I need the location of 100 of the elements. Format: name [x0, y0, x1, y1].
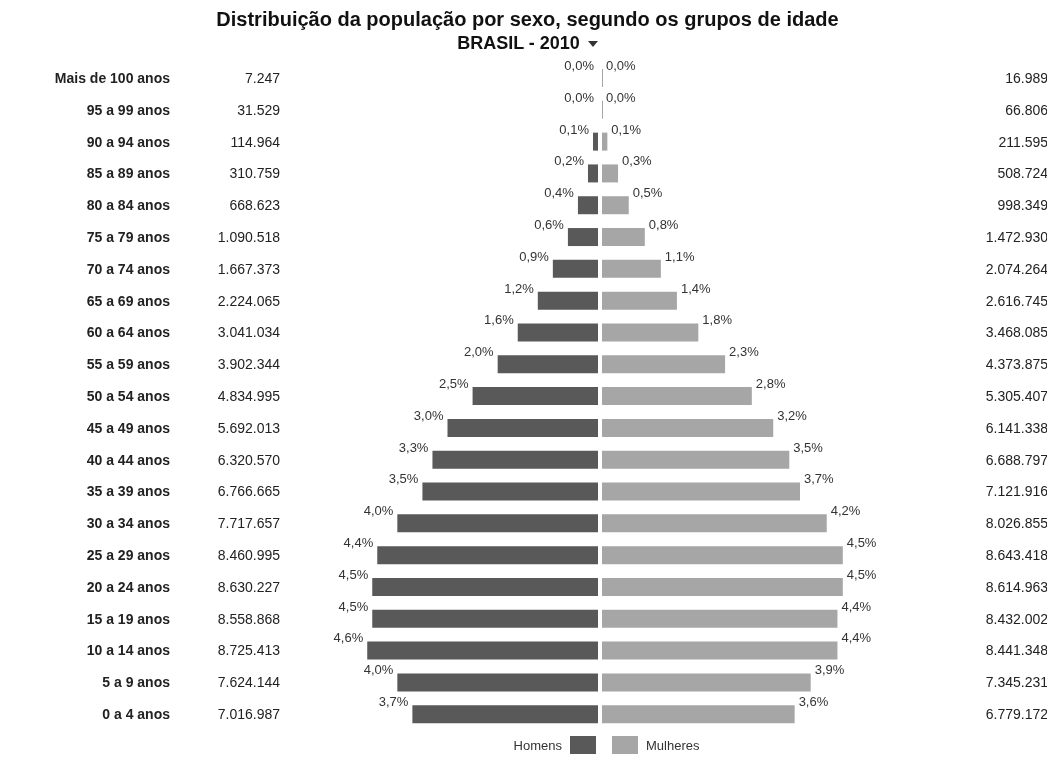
- y-tick-label: 80 a 84 anos: [86, 197, 171, 214]
- data-label: 2,3%: [729, 344, 760, 360]
- bar: [602, 418, 774, 437]
- text: 4.834.995: [217, 388, 281, 404]
- text: 7.624.144: [217, 674, 281, 691]
- bar: [577, 196, 598, 215]
- data-label: 4,4%: [841, 598, 872, 614]
- bar: [602, 355, 726, 374]
- text: 8.725.413: [217, 642, 281, 659]
- data-label: 0,3%: [622, 153, 653, 169]
- text: 7.016.987: [217, 706, 281, 723]
- bar: [602, 577, 843, 596]
- bar: [422, 482, 598, 501]
- text: 3.468.085: [985, 324, 1049, 341]
- data-label: 1,4%: [680, 280, 711, 296]
- y-tick-label: 70 a 74 anos: [86, 260, 171, 277]
- bar: [537, 291, 598, 310]
- y-tick-label: 90 a 94 anos: [86, 133, 171, 150]
- text: 508.724: [997, 165, 1049, 182]
- y-tick-label: 35 a 39 anos: [86, 483, 171, 500]
- bar: [592, 132, 598, 151]
- data-label: 2,0%: [464, 344, 495, 360]
- data-label: 0,0%: [564, 89, 595, 105]
- bar: [602, 228, 645, 247]
- text: 2.224.065: [217, 292, 281, 309]
- bar: [397, 514, 598, 533]
- data-label: 3,5%: [388, 471, 419, 487]
- data-label: 4,5%: [846, 535, 877, 551]
- bar: [602, 259, 661, 278]
- text: 1.090.518: [217, 228, 281, 245]
- y-tick-label: 50 a 54 anos: [86, 388, 171, 404]
- data-label: 3,3%: [398, 439, 429, 455]
- text: 6.779.172: [985, 706, 1049, 723]
- data-label: 1,8%: [702, 312, 733, 328]
- bar: [372, 609, 598, 628]
- text: 6.688.797: [985, 451, 1049, 468]
- text: 211.595: [998, 133, 1049, 150]
- bar: [497, 355, 598, 374]
- bar: [432, 450, 598, 469]
- y-tick-label: 85 a 89 anos: [86, 165, 171, 182]
- text: 114.964: [230, 133, 281, 150]
- text: 5.305.407: [985, 388, 1049, 404]
- bar: [587, 164, 598, 183]
- bar: [447, 418, 598, 437]
- text: 310.759: [229, 165, 281, 182]
- chart-title: Distribuição da população por sexo, segundo os grupos de idade: [215, 8, 840, 31]
- bar: [602, 641, 838, 660]
- bar: [602, 323, 699, 342]
- text: 8.441.348: [985, 642, 1049, 659]
- data-label: 1,2%: [504, 280, 535, 296]
- text: 1.667.373: [217, 260, 281, 277]
- text: 7.247: [244, 69, 281, 86]
- legend-label: Homens: [513, 737, 562, 753]
- y-tick-label: 15 a 19 anos: [86, 610, 171, 627]
- data-label: 0,0%: [606, 57, 637, 73]
- text: 8.630.227: [217, 578, 281, 595]
- y-tick-label: 0 a 4 anos: [102, 706, 171, 723]
- data-label: 0,9%: [519, 248, 550, 264]
- text: 8.026.855: [985, 515, 1049, 532]
- data-label: 4,5%: [338, 598, 369, 614]
- data-label: 4,4%: [841, 630, 872, 646]
- data-label: 4,0%: [363, 503, 394, 519]
- bar: [602, 482, 800, 501]
- data-label: 1,1%: [664, 248, 695, 264]
- bar: [602, 196, 629, 215]
- text: 7.345.231: [985, 674, 1049, 691]
- bar: [602, 291, 677, 310]
- bar: [397, 673, 598, 692]
- text: 7.717.657: [217, 515, 281, 532]
- bar: [602, 164, 619, 183]
- data-label: 0,0%: [564, 57, 595, 73]
- bar: [412, 705, 598, 724]
- text: 668.623: [229, 197, 281, 214]
- y-tick-label: 25 a 29 anos: [86, 547, 171, 564]
- data-label: 0,2%: [554, 153, 585, 169]
- text: 8.558.868: [217, 610, 281, 627]
- text: 998.349: [997, 197, 1049, 214]
- y-tick-label: 95 a 99 anos: [86, 101, 171, 118]
- data-label: 0,1%: [611, 121, 642, 137]
- bar: [602, 450, 790, 469]
- text: 31.529: [237, 101, 281, 118]
- bar: [517, 323, 598, 342]
- data-label: 0,0%: [606, 89, 637, 105]
- text: 8.614.963: [985, 578, 1049, 595]
- data-label: 2,8%: [755, 376, 786, 391]
- bar: [602, 705, 795, 724]
- text: 6.141.338: [985, 419, 1049, 436]
- text: 66.806: [1005, 101, 1049, 118]
- data-label: 4,6%: [333, 630, 364, 646]
- y-tick-label: Mais de 100 anos: [54, 69, 171, 86]
- data-label: 4,2%: [830, 503, 861, 519]
- y-tick-label: 20 a 24 anos: [86, 578, 171, 595]
- y-tick-label: 60 a 64 anos: [86, 324, 171, 341]
- data-label: 4,5%: [846, 566, 877, 582]
- bar: [377, 546, 598, 565]
- text: 4.373.875: [985, 356, 1049, 373]
- data-label: 2,5%: [438, 376, 470, 391]
- data-label: 3,6%: [798, 694, 829, 710]
- text: 3.041.034: [217, 324, 281, 341]
- y-tick-label: 65 a 69 anos: [86, 292, 171, 309]
